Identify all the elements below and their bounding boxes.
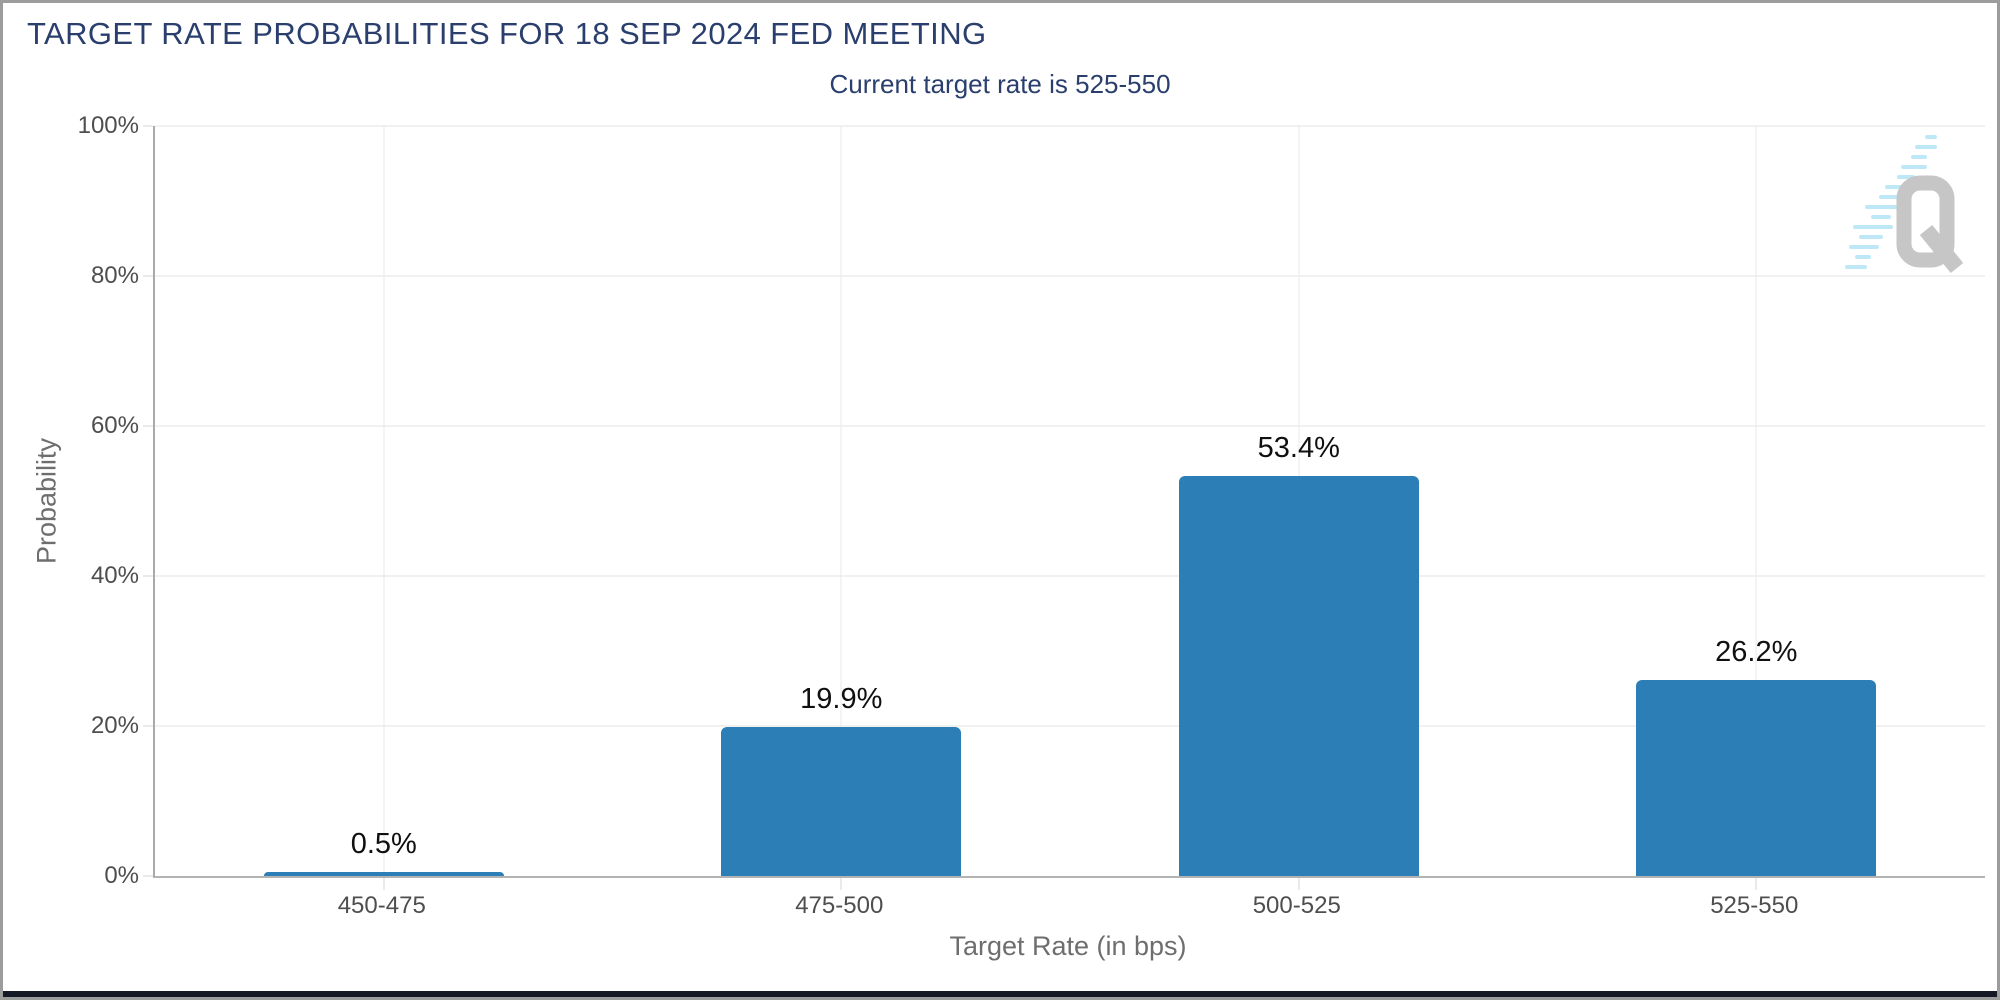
y-tick-mark: [143, 575, 153, 577]
bar-value-label: 19.9%: [800, 682, 883, 715]
x-tick-mark: [1755, 878, 1757, 890]
gridline-v: [840, 126, 842, 876]
chart-title: TARGET RATE PROBABILITIES FOR 18 SEP 202…: [27, 16, 987, 51]
y-tick-mark: [143, 725, 153, 727]
gridline-h: [155, 575, 1985, 577]
bar-450-475[interactable]: [263, 872, 504, 876]
bar-525-550[interactable]: [1636, 679, 1877, 876]
x-axis-labels: 450-475 475-500 500-525 525-550: [153, 892, 1983, 926]
y-tick-mark: [143, 425, 153, 427]
gridline-v: [383, 126, 385, 876]
y-tick-label: 0%: [104, 862, 139, 889]
y-tick-mark: [143, 275, 153, 277]
bottom-edge-bar: [3, 991, 1997, 997]
bar-value-label: 53.4%: [1257, 431, 1340, 464]
x-tick-mark: [1298, 878, 1300, 890]
gridline-h: [155, 275, 1985, 277]
y-tick-label: 20%: [90, 712, 139, 739]
bar-475-500[interactable]: [721, 726, 962, 876]
y-tick-label: 80%: [90, 262, 139, 289]
chart-subtitle: Current target rate is 525-550: [829, 69, 1171, 99]
y-tick-label: 40%: [90, 562, 139, 589]
q-letter: [1896, 175, 1964, 274]
gridline-h: [155, 125, 1985, 127]
bar-value-label: 0.5%: [350, 828, 417, 861]
y-axis-labels: 0% 20% 40% 60% 80% 100%: [3, 112, 139, 889]
x-tick-label: 475-500: [795, 892, 884, 919]
q-logo-icon: [1845, 135, 1964, 274]
x-tick-label: 500-525: [1252, 892, 1341, 919]
x-axis-title: Target Rate (in bps): [949, 931, 1187, 961]
y-tick-mark: [143, 875, 153, 877]
gridline-h: [155, 425, 1985, 427]
x-tick-mark: [840, 878, 842, 890]
x-tick-label: 450-475: [337, 892, 426, 919]
bar-value-label: 26.2%: [1715, 635, 1798, 668]
gridline-v: [1755, 126, 1757, 876]
y-tick-mark: [143, 125, 153, 127]
x-tick-mark: [383, 878, 385, 890]
x-tick-label: 525-550: [1710, 892, 1799, 919]
y-tick-label: 60%: [90, 412, 139, 439]
bar-500-525[interactable]: [1178, 475, 1419, 876]
gridline-h: [155, 725, 1985, 727]
q-logo-streak: [1845, 135, 1937, 269]
y-tick-label: 100%: [77, 112, 139, 139]
plot-area: 0.5% 19.9% 53.4% 26.2%: [143, 125, 1985, 890]
